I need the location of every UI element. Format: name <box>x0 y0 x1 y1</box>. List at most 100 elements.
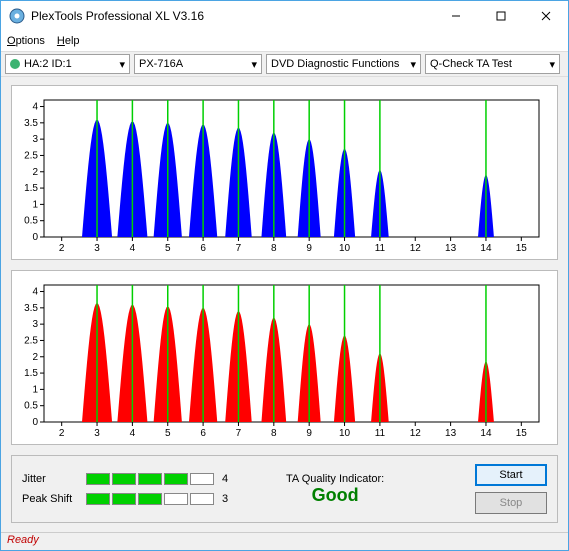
svg-text:3: 3 <box>94 428 100 439</box>
caret-down-icon: ▾ <box>113 58 125 71</box>
bottom-chart: 00.511.522.533.5423456789101112131415 <box>12 277 551 442</box>
svg-text:15: 15 <box>516 428 528 439</box>
svg-text:4: 4 <box>32 287 38 298</box>
level-box <box>86 493 110 505</box>
svg-text:8: 8 <box>271 243 277 254</box>
svg-text:3: 3 <box>32 134 38 145</box>
level-box <box>138 473 162 485</box>
peakshift-value: 3 <box>222 493 234 505</box>
statusbar: Ready <box>1 532 568 550</box>
svg-text:13: 13 <box>445 428 457 439</box>
level-box <box>164 473 188 485</box>
svg-text:4: 4 <box>130 428 136 439</box>
svg-text:2.5: 2.5 <box>24 335 38 346</box>
svg-text:2: 2 <box>59 428 65 439</box>
level-box <box>112 473 136 485</box>
svg-text:0: 0 <box>32 232 38 243</box>
svg-text:3: 3 <box>94 243 100 254</box>
svg-text:8: 8 <box>271 428 277 439</box>
drive-label: HA:2 ID:1 <box>24 58 72 70</box>
caret-down-icon: ▾ <box>245 58 257 71</box>
stop-button[interactable]: Stop <box>475 492 547 514</box>
status-text: Ready <box>7 534 39 546</box>
svg-text:3.5: 3.5 <box>24 118 38 129</box>
svg-text:5: 5 <box>165 428 171 439</box>
svg-text:12: 12 <box>410 243 422 254</box>
level-box <box>190 493 214 505</box>
svg-text:13: 13 <box>445 243 457 254</box>
svg-text:14: 14 <box>480 428 492 439</box>
svg-text:9: 9 <box>306 243 312 254</box>
svg-text:1.5: 1.5 <box>24 183 38 194</box>
function-select[interactable]: DVD Diagnostic Functions ▾ <box>266 54 421 74</box>
ta-indicator: TA Quality Indicator: Good <box>286 473 384 506</box>
peakshift-label: Peak Shift <box>22 493 78 505</box>
jitter-row: Jitter 4 <box>22 473 234 485</box>
svg-text:0: 0 <box>32 417 38 428</box>
svg-text:1: 1 <box>32 384 38 395</box>
svg-text:4: 4 <box>32 102 38 113</box>
svg-text:15: 15 <box>516 243 528 254</box>
caret-down-icon: ▾ <box>543 58 555 71</box>
svg-text:1: 1 <box>32 199 38 210</box>
svg-text:0.5: 0.5 <box>24 216 38 227</box>
toolbar: HA:2 ID:1 ▾ PX-716A ▾ DVD Diagnostic Fun… <box>1 51 568 77</box>
menu-help[interactable]: Help <box>57 35 80 47</box>
test-select[interactable]: Q-Check TA Test ▾ <box>425 54 560 74</box>
jitter-label: Jitter <box>22 473 78 485</box>
level-box <box>190 473 214 485</box>
level-box <box>86 473 110 485</box>
svg-text:7: 7 <box>236 428 242 439</box>
svg-text:11: 11 <box>375 428 386 439</box>
menubar: Options Help <box>1 31 568 51</box>
app-icon <box>9 8 25 24</box>
ta-value: Good <box>312 485 359 506</box>
status-dot-icon <box>10 59 20 69</box>
svg-text:7: 7 <box>236 243 242 254</box>
svg-text:9: 9 <box>306 428 312 439</box>
svg-text:10: 10 <box>339 243 351 254</box>
drive-select[interactable]: HA:2 ID:1 ▾ <box>5 54 130 74</box>
svg-text:14: 14 <box>480 243 492 254</box>
menu-options[interactable]: Options <box>7 35 45 47</box>
svg-text:3: 3 <box>32 319 38 330</box>
level-box <box>138 493 162 505</box>
window-controls <box>433 1 568 31</box>
main-area: 00.511.522.533.5423456789101112131415 00… <box>1 77 568 532</box>
svg-text:10: 10 <box>339 428 351 439</box>
svg-text:6: 6 <box>200 243 206 254</box>
peakshift-boxes <box>86 493 214 505</box>
test-label: Q-Check TA Test <box>430 58 512 70</box>
top-chart: 0 0.5 1 1.5 2 2.5 3 3.5 4 2 3 4 5 6 7 8 9 10 11 12 13 14 15 <box>12 92 551 257</box>
svg-text:12: 12 <box>410 428 422 439</box>
window-title: PlexTools Professional XL V3.16 <box>31 9 433 23</box>
device-select[interactable]: PX-716A ▾ <box>134 54 262 74</box>
function-label: DVD Diagnostic Functions <box>271 58 399 70</box>
svg-text:2: 2 <box>32 167 38 178</box>
results-panel: Jitter 4 Peak Shift 3 TA Quality Indicat… <box>11 455 558 523</box>
caret-down-icon: ▾ <box>404 58 416 71</box>
svg-text:3.5: 3.5 <box>24 303 38 314</box>
svg-text:4: 4 <box>130 243 136 254</box>
action-buttons: Start Stop <box>475 464 547 514</box>
svg-text:1.5: 1.5 <box>24 368 38 379</box>
peakshift-row: Peak Shift 3 <box>22 493 234 505</box>
titlebar: PlexTools Professional XL V3.16 <box>1 1 568 31</box>
maximize-button[interactable] <box>478 1 523 31</box>
top-chart-frame: 0 0.5 1 1.5 2 2.5 3 3.5 4 2 3 4 5 6 7 8 9 10 11 12 13 14 15 <box>11 85 558 260</box>
jitter-value: 4 <box>222 473 234 485</box>
svg-text:6: 6 <box>200 428 206 439</box>
svg-text:5: 5 <box>165 243 171 254</box>
metrics-block: Jitter 4 Peak Shift 3 <box>22 473 234 505</box>
device-label: PX-716A <box>139 58 183 70</box>
svg-text:11: 11 <box>375 243 386 254</box>
close-button[interactable] <box>523 1 568 31</box>
jitter-boxes <box>86 473 214 485</box>
svg-text:2.5: 2.5 <box>24 150 38 161</box>
svg-text:0.5: 0.5 <box>24 401 38 412</box>
level-box <box>112 493 136 505</box>
minimize-button[interactable] <box>433 1 478 31</box>
bottom-chart-frame: 00.511.522.533.5423456789101112131415 <box>11 270 558 445</box>
svg-text:2: 2 <box>59 243 65 254</box>
start-button[interactable]: Start <box>475 464 547 486</box>
